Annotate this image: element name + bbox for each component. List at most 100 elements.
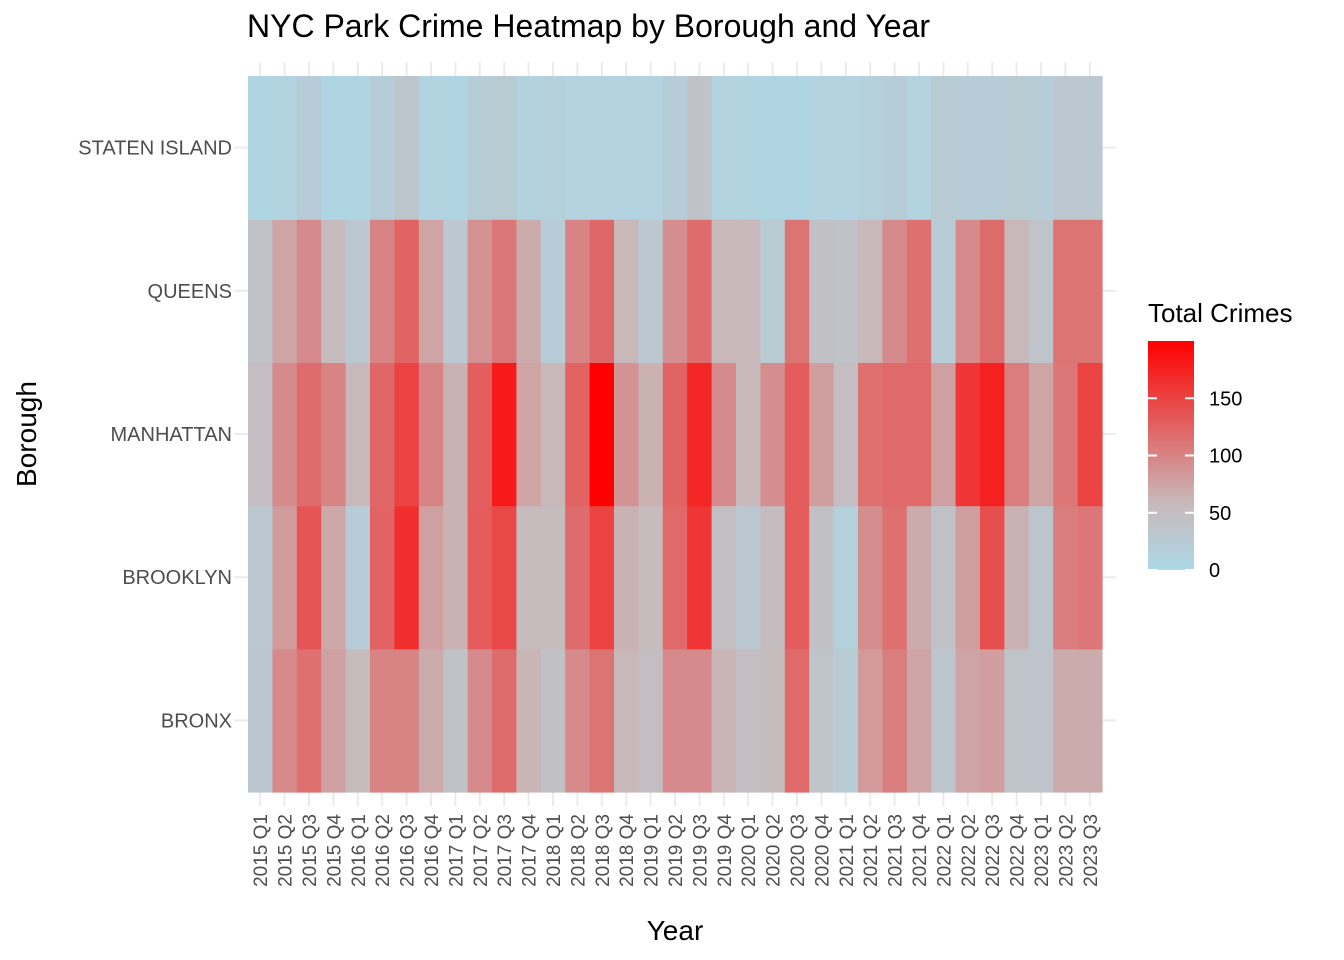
x-tick-label: 2017 Q3 [495,814,516,887]
legend-tick-label: 0 [1209,560,1220,582]
heatmap-tile [565,648,591,793]
heatmap-tile [589,76,615,220]
heatmap-tile [931,648,957,793]
heatmap-tile [321,648,347,793]
heatmap-tile [955,505,981,650]
heatmap-tile [614,505,639,650]
heatmap-tile [1077,362,1103,507]
heatmap-tile [272,505,298,650]
x-tick-labels: 2015 Q1 2015 Q2 2015 Q3 2015 Q4 2016 Q1 2016 … [251,814,1102,887]
heatmap-tile [687,362,713,507]
heatmap-tile [784,219,810,363]
x-tick-label: 2019 Q2 [666,814,687,887]
heatmap-tile [906,505,932,650]
heatmap-tile [1004,219,1030,363]
x-tick-label: 2016 Q4 [422,814,443,887]
heatmap-tile [589,505,615,650]
heatmap-tile [418,76,444,220]
heatmap-tile [931,76,957,220]
heatmap-tile [687,648,713,793]
x-tick-label: 2016 Q2 [373,814,394,887]
heatmap-tile [516,648,542,793]
legend-tick-label: 150 [1209,388,1242,410]
heatmap-tile [858,219,883,363]
heatmap-tile [687,219,713,363]
heatmap-tile [492,505,517,650]
heatmap-tile [1028,76,1054,220]
x-tick-label: 2017 Q2 [471,814,492,887]
heatmap-tile [394,362,420,507]
heatmap-tile [858,505,883,650]
x-tick-label: 2018 Q2 [568,814,589,887]
heatmap-tile [662,648,688,793]
x-tick-label: 2016 Q1 [349,814,370,887]
heatmap-tile [1004,505,1030,650]
heatmap-tile [833,76,859,220]
heatmap-tile [906,648,932,793]
heatmap-tile [540,505,566,650]
heatmap-tile [980,505,1005,650]
heatmap-tile [614,76,639,220]
x-tick-label: 2015 Q3 [300,814,321,887]
heatmap-tile [1004,76,1030,220]
y-tick-label: STATEN ISLAND [78,138,232,160]
x-tick-label: 2018 Q3 [593,814,614,887]
heatmap-tile [833,648,859,793]
heatmap-tile [711,362,737,507]
heatmap-tile [955,648,981,793]
heatmap-tile [784,648,810,793]
x-tick-label: 2020 Q2 [764,814,785,887]
heatmap-tile [882,648,908,793]
x-tick-label: 2022 Q4 [1008,814,1029,887]
x-tick-label: 2015 Q2 [276,814,297,887]
heatmap-tile [296,362,322,507]
heatmap-tile [296,505,322,650]
heatmap-tile [833,505,859,650]
heatmap-tile [467,362,493,507]
heatmap-tile [565,76,591,220]
y-axis-label: Borough [11,381,42,487]
heatmap-tile [467,505,493,650]
heatmap-tile [760,505,786,650]
heatmap-tile [1028,505,1054,650]
heatmap-tile [906,362,932,507]
heatmap-tile [809,76,835,220]
heatmap-tile [662,219,688,363]
y-tick-label: QUEENS [148,281,232,303]
heatmap-tile [809,362,835,507]
heatmap-tile [1053,219,1079,363]
heatmap-tile [516,219,542,363]
chart-title: NYC Park Crime Heatmap by Borough and Ye… [247,8,931,44]
heatmap-tile [1053,505,1079,650]
heatmap-tile [321,219,347,363]
heatmap-tile [370,505,395,650]
heatmap-tile [858,76,883,220]
heatmap-tile [809,648,835,793]
heatmap-tile [1077,505,1103,650]
heatmap-tile [736,648,761,793]
heatmap-tile [1053,362,1079,507]
heatmap-tile [516,505,542,650]
heatmap-tile [858,362,883,507]
heatmap-tile [370,76,395,220]
heatmap-tile [614,219,639,363]
heatmap-tile [394,219,420,363]
x-tick-label: 2021 Q3 [886,814,907,887]
heatmap-tile [345,362,371,507]
heatmap-tile [1028,219,1054,363]
heatmap-tile [882,219,908,363]
heatmap-tile [1053,648,1079,793]
heatmap-tile [1004,648,1030,793]
heatmap-tile [248,362,273,507]
heatmap-tile [492,219,517,363]
heatmap-tile [272,76,298,220]
heatmap-tile [662,76,688,220]
heatmap-tile [248,648,273,793]
heatmap-tile [516,362,542,507]
heatmap-tile [833,219,859,363]
heatmap-tile [516,76,542,220]
heatmap-tile [345,648,371,793]
heatmap-tile [809,219,835,363]
heatmap-tile [980,219,1005,363]
